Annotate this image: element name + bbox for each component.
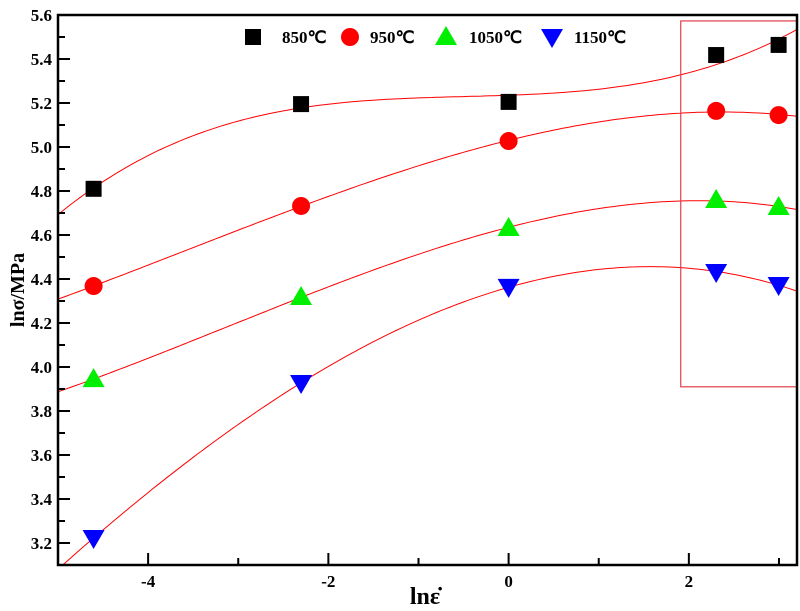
data-point (497, 278, 520, 298)
data-point (708, 47, 725, 64)
legend-marker (341, 28, 359, 46)
data-point (705, 189, 728, 209)
y-axis-label: lnσ/MPa (7, 253, 29, 327)
data-point (499, 132, 518, 151)
y-tick-label: 5.4 (31, 50, 53, 69)
data-point (767, 276, 790, 296)
y-tick-label: 4.4 (31, 270, 53, 289)
data-point (767, 196, 790, 216)
x-tick-label: 0 (504, 572, 513, 591)
data-point (770, 36, 787, 53)
legend-label: 1050℃ (469, 28, 522, 47)
fit-curve (61, 266, 797, 565)
x-tick-label: -4 (141, 572, 156, 591)
y-tick-label: 4.2 (31, 314, 52, 333)
legend-marker (435, 26, 457, 45)
y-tick-label: 5.2 (31, 94, 52, 113)
data-point (707, 101, 726, 120)
data-points (82, 36, 790, 549)
y-tick-label: 3.2 (31, 534, 52, 553)
fit-curve (58, 28, 797, 215)
data-point (290, 286, 313, 306)
data-point (85, 180, 102, 197)
legend-marker (541, 29, 563, 48)
y-tick-label: 5.6 (31, 6, 52, 25)
data-point (292, 196, 311, 215)
y-tick-label: 3.8 (31, 402, 52, 421)
y-tick-label: 3.6 (31, 446, 52, 465)
data-point (84, 277, 103, 296)
x-tick-label: -2 (321, 572, 335, 591)
data-point (293, 96, 310, 113)
data-point (500, 93, 517, 110)
data-point (82, 529, 105, 549)
x-tick-label: 2 (685, 572, 694, 591)
y-tick-label: 4.0 (31, 358, 52, 377)
data-point (290, 375, 313, 395)
legend: 850℃ 950℃ 1050℃ 1150℃ (245, 26, 626, 48)
y-tick-label: 3.4 (31, 490, 53, 509)
y-tick-label: 4.6 (31, 226, 52, 245)
x-axis-label: lnε̇ (410, 584, 442, 610)
data-point (769, 106, 788, 125)
legend-label: 850℃ (282, 28, 327, 47)
data-point (82, 368, 105, 388)
fit-curves (58, 28, 797, 565)
fit-curve (58, 111, 797, 300)
fit-curve (58, 200, 797, 393)
axes: -4 -2 0 2 3.2 3.4 3.6 3.8 4.0 4.2 4.4 4.6 4.8 5.0 5.2 5… (31, 6, 780, 591)
y-tick-label: 4.8 (31, 182, 52, 201)
legend-marker (245, 29, 261, 45)
legend-label: 950℃ (370, 28, 415, 47)
data-point (705, 263, 728, 283)
data-point (497, 216, 520, 236)
y-tick-label: 5.0 (31, 138, 52, 157)
plot-frame (56, 13, 799, 567)
legend-label: 1150℃ (574, 28, 626, 47)
